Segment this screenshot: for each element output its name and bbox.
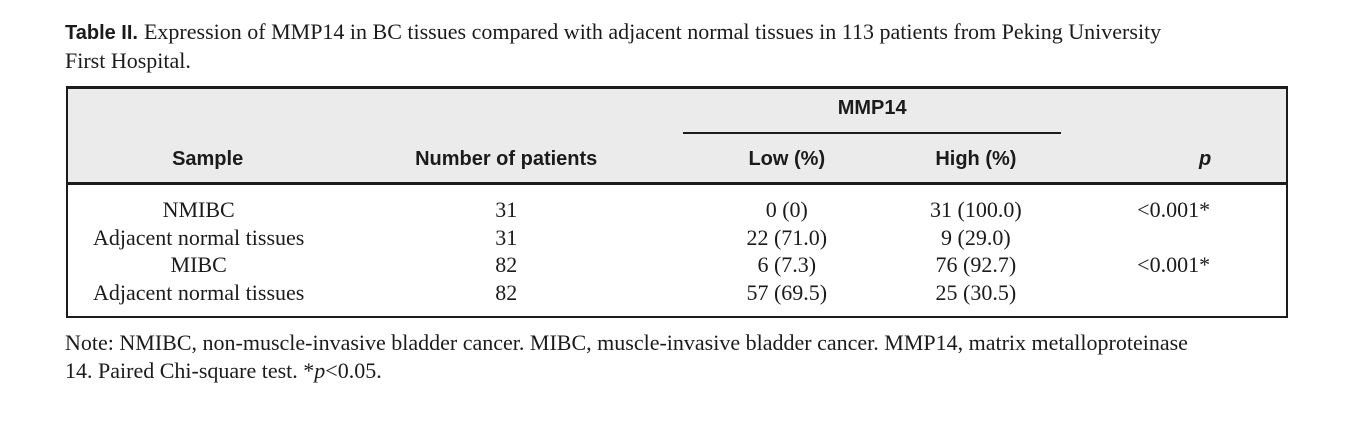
cell-low: 6 (7.3) — [683, 251, 891, 279]
cell-sample: Adjacent normal tissues — [67, 278, 330, 317]
caption-line-2: First Hospital. — [65, 48, 191, 73]
footnote-line-2: 14. Paired Chi-square test. *p<0.05. — [65, 357, 1188, 385]
table-number-label: Table II. — [65, 22, 138, 44]
table-row: MIBC 82 6 (7.3) 76 (92.7) <0.001* — [67, 251, 1287, 279]
cell-high: 25 (30.5) — [890, 278, 1062, 317]
spanner-empty-patients — [329, 87, 684, 133]
column-group-header-mmp14: MMP14 — [683, 87, 1062, 134]
column-header-row: Sample Number of patients Low (%) High (… — [67, 132, 1287, 185]
cell-p-value: <0.001* — [1061, 183, 1287, 224]
column-header-p: p — [1061, 132, 1287, 185]
table-row: Adjacent normal tissues 31 22 (71.0) 9 (… — [67, 223, 1287, 251]
footnote-p-symbol: p — [314, 357, 326, 383]
cell-high: 31 (100.0) — [890, 183, 1062, 224]
cell-high: 9 (29.0) — [890, 223, 1062, 251]
cell-patients: 82 — [329, 278, 684, 317]
column-header-high: High (%) — [890, 132, 1062, 185]
footnote-text: 14. Paired Chi-square test. * — [65, 357, 315, 383]
cell-sample: Adjacent normal tissues — [67, 223, 330, 251]
cell-high: 76 (92.7) — [890, 251, 1062, 279]
column-header-low: Low (%) — [683, 132, 891, 185]
cell-p-value — [1061, 223, 1287, 251]
cell-p-value — [1061, 278, 1287, 317]
spanner-row: MMP14 — [67, 87, 1287, 134]
cell-patients: 82 — [329, 251, 684, 279]
table-row: Adjacent normal tissues 82 57 (69.5) 25 … — [67, 278, 1287, 317]
cell-low: 0 (0) — [683, 183, 891, 224]
footnote-text: <0.05. — [325, 357, 382, 383]
table-caption: Table II. Expression of MMP14 in BC tissu… — [65, 18, 1161, 74]
table-body: NMIBC 31 0 (0) 31 (100.0) <0.001* Adjace… — [67, 183, 1287, 317]
cell-p-value: <0.001* — [1061, 251, 1287, 279]
cell-sample: NMIBC — [67, 183, 330, 224]
table-footnote: Note: NMIBC, non-muscle-invasive bladder… — [65, 329, 1188, 384]
results-table: MMP14 Sample Number of patients Low (%) … — [66, 86, 1288, 318]
cell-low: 22 (71.0) — [683, 223, 891, 251]
column-header-patients: Number of patients — [329, 132, 684, 185]
spanner-empty-p — [1061, 87, 1287, 133]
spanner-empty-sample — [67, 87, 330, 133]
table-header: MMP14 Sample Number of patients Low (%) … — [67, 87, 1287, 185]
caption-line-1: Table II. Expression of MMP14 in BC tissu… — [65, 18, 1161, 47]
caption-text: Expression of MMP14 in BC tissues compar… — [143, 19, 1162, 44]
footnote-line-1: Note: NMIBC, non-muscle-invasive bladder… — [65, 330, 1188, 355]
table-row: NMIBC 31 0 (0) 31 (100.0) <0.001* — [67, 183, 1287, 224]
column-header-sample: Sample — [67, 132, 330, 185]
cell-patients: 31 — [329, 183, 684, 224]
cell-low: 57 (69.5) — [683, 278, 891, 317]
cell-sample: MIBC — [67, 251, 330, 279]
cell-patients: 31 — [329, 223, 684, 251]
